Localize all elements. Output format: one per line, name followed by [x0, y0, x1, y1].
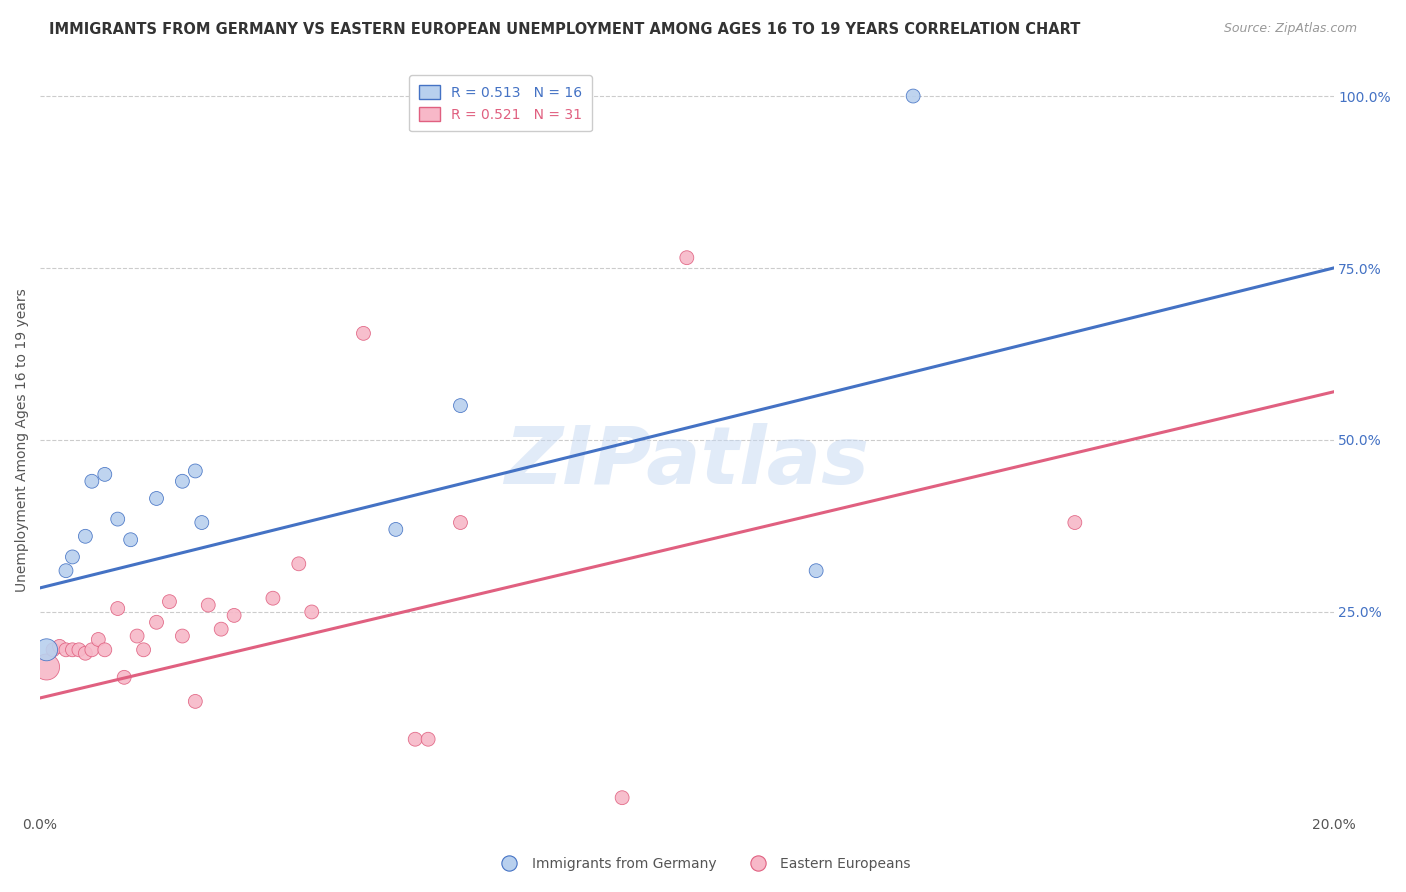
Point [107, 601, 129, 615]
Point [145, 491, 167, 506]
Point [127, 629, 149, 643]
Point [62, 549, 84, 564]
Point [94, 467, 117, 482]
Point [353, 326, 375, 341]
Point [35, 642, 58, 657]
Point [209, 622, 232, 636]
Point [35, 660, 58, 674]
Point [159, 594, 181, 608]
Point [224, 608, 246, 623]
Point [262, 591, 284, 606]
Point [132, 642, 155, 657]
Text: IMMIGRANTS FROM GERMANY VS EASTERN EUROPEAN UNEMPLOYMENT AMONG AGES 16 TO 19 YEA: IMMIGRANTS FROM GERMANY VS EASTERN EUROP… [49, 22, 1081, 37]
Point [301, 605, 323, 619]
Point [75, 646, 97, 660]
Point [112, 670, 135, 684]
Point [191, 516, 214, 530]
Point [418, 732, 440, 747]
Point [450, 516, 472, 530]
Point [145, 615, 167, 630]
Point [675, 251, 697, 265]
Point [62, 642, 84, 657]
Y-axis label: Unemployment Among Ages 16 to 19 years: Unemployment Among Ages 16 to 19 years [15, 288, 30, 592]
Point [80, 475, 103, 489]
Point [94, 642, 117, 657]
Text: Source: ZipAtlas.com: Source: ZipAtlas.com [1223, 22, 1357, 36]
Legend: Immigrants from Germany, Eastern Europeans: Immigrants from Germany, Eastern Europea… [489, 851, 917, 876]
Point [55, 642, 77, 657]
Point [42, 642, 65, 657]
Point [107, 512, 129, 526]
Point [610, 790, 633, 805]
Point [80, 642, 103, 657]
Point [172, 475, 194, 489]
Point [55, 564, 77, 578]
Point [1063, 516, 1085, 530]
Point [172, 629, 194, 643]
Text: ZIPatlas: ZIPatlas [505, 424, 869, 501]
Point [288, 557, 311, 571]
Point [48, 640, 70, 654]
Point [197, 598, 219, 612]
Point [120, 533, 142, 547]
Point [67, 642, 90, 657]
Point [901, 89, 924, 103]
Point [385, 523, 408, 537]
Point [184, 464, 207, 478]
Point [404, 732, 426, 747]
Point [75, 529, 97, 543]
Point [184, 694, 207, 708]
Point [450, 399, 472, 413]
Point [87, 632, 110, 647]
Legend: R = 0.513   N = 16, R = 0.521   N = 31: R = 0.513 N = 16, R = 0.521 N = 31 [409, 76, 592, 131]
Point [804, 564, 827, 578]
